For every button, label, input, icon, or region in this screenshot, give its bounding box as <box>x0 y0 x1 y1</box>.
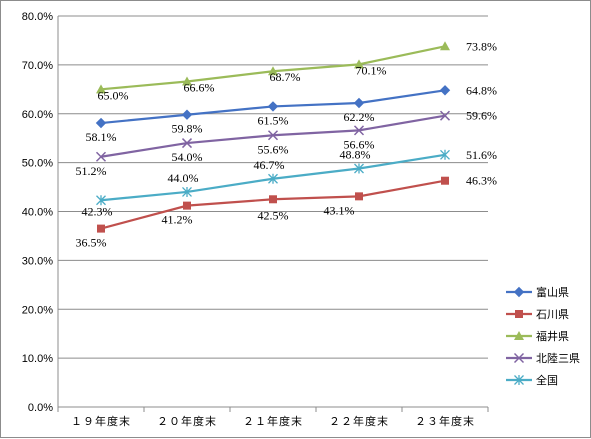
data-label: 66.6% <box>184 80 215 94</box>
data-label: 51.2% <box>76 164 107 178</box>
legend-label: 北陸三県 <box>536 352 580 365</box>
data-label: 68.7% <box>270 70 301 84</box>
data-label: 64.8% <box>466 83 497 97</box>
data-point <box>354 59 364 69</box>
data-point <box>440 149 450 160</box>
legend-item: 石川県 <box>506 308 569 321</box>
data-label: 51.6% <box>466 148 497 162</box>
data-point <box>514 331 524 340</box>
x-tick-label: ２１年度末 <box>243 414 303 428</box>
data-label: 42.5% <box>258 208 289 222</box>
data-label: 65.0% <box>98 88 129 102</box>
y-tick-label: 0.0% <box>28 402 53 414</box>
data-point <box>181 138 193 149</box>
data-point <box>513 352 525 364</box>
y-tick-label: 60.0% <box>22 109 53 121</box>
data-point <box>181 109 193 120</box>
data-point <box>268 173 278 184</box>
data-label: 46.3% <box>466 174 497 188</box>
y-tick-label: 20.0% <box>22 304 53 316</box>
data-label: 73.8% <box>466 39 497 53</box>
data-point <box>440 41 450 51</box>
data-point <box>514 375 524 385</box>
legend-label: 富山県 <box>536 285 569 299</box>
data-label: 62.2% <box>344 110 375 124</box>
data-point <box>95 151 107 162</box>
data-point <box>182 76 192 86</box>
data-point <box>513 286 525 298</box>
data-point <box>96 84 106 94</box>
x-tick-label: ２０年度末 <box>157 414 217 428</box>
data-point <box>353 125 365 136</box>
data-label: 44.0% <box>168 171 199 185</box>
series-1: 58.1% 59.8% 61.5% 62.2% 64.8% <box>86 83 498 144</box>
data-label: 42.3% <box>82 204 113 218</box>
data-point <box>267 101 279 112</box>
legend-item: 富山県 <box>506 285 569 299</box>
data-point <box>353 97 365 109</box>
data-label: 70.1% <box>356 63 387 77</box>
data-point <box>183 201 191 210</box>
data-point <box>439 85 451 96</box>
data-label: 59.8% <box>172 122 203 136</box>
data-label: 58.1% <box>86 130 117 144</box>
data-point <box>269 195 277 204</box>
data-label: 61.5% <box>258 113 289 127</box>
data-point <box>97 224 105 233</box>
data-label: 54.0% <box>172 150 203 164</box>
data-point <box>268 66 278 76</box>
x-tick-label: １９年度末 <box>71 414 131 428</box>
data-point <box>439 110 451 121</box>
data-point <box>441 176 449 185</box>
y-tick-label: 70.0% <box>22 60 53 72</box>
y-tick-label: 10.0% <box>22 353 53 365</box>
data-point <box>96 195 106 206</box>
data-point <box>515 310 523 318</box>
data-label: 48.8% <box>340 147 371 161</box>
series-5: 42.3% 44.0% 46.7% 48.8% 51.6% <box>82 147 498 218</box>
x-tick-label: ２２年度末 <box>329 414 389 428</box>
data-label: 55.6% <box>258 142 289 156</box>
data-label: 43.1% <box>324 203 355 217</box>
data-label: 41.2% <box>162 213 193 227</box>
legend-item: 全国 <box>506 373 558 387</box>
y-tick-label: 30.0% <box>22 255 53 267</box>
data-point <box>95 117 107 129</box>
series-4: 51.2% 54.0% 55.6% 56.6% 59.6% <box>76 109 498 178</box>
data-point <box>354 163 364 174</box>
y-tick-label: 40.0% <box>22 207 53 219</box>
y-tick-label: 50.0% <box>22 158 53 170</box>
data-point <box>267 130 279 141</box>
data-point <box>182 186 192 197</box>
data-label: 46.7% <box>254 158 285 172</box>
legend-item: 福井県 <box>506 329 569 343</box>
series-2: 36.5% 41.2% 42.5% 43.1% 46.3% <box>76 174 498 250</box>
data-label: 36.5% <box>76 236 107 250</box>
y-tick-label: 80.0% <box>22 11 53 23</box>
legend-label: 全国 <box>536 373 558 387</box>
data-label: 56.6% <box>344 137 375 151</box>
data-point <box>355 192 363 201</box>
x-tick-label: ２３年度末 <box>415 414 475 428</box>
legend-item: 北陸三県 <box>506 352 580 365</box>
series-3: 65.0% 66.6% 68.7% 70.1% 73.8% <box>96 39 497 102</box>
legend-label: 福井県 <box>536 329 569 343</box>
data-label: 59.6% <box>466 109 497 123</box>
legend-label: 石川県 <box>536 308 569 321</box>
